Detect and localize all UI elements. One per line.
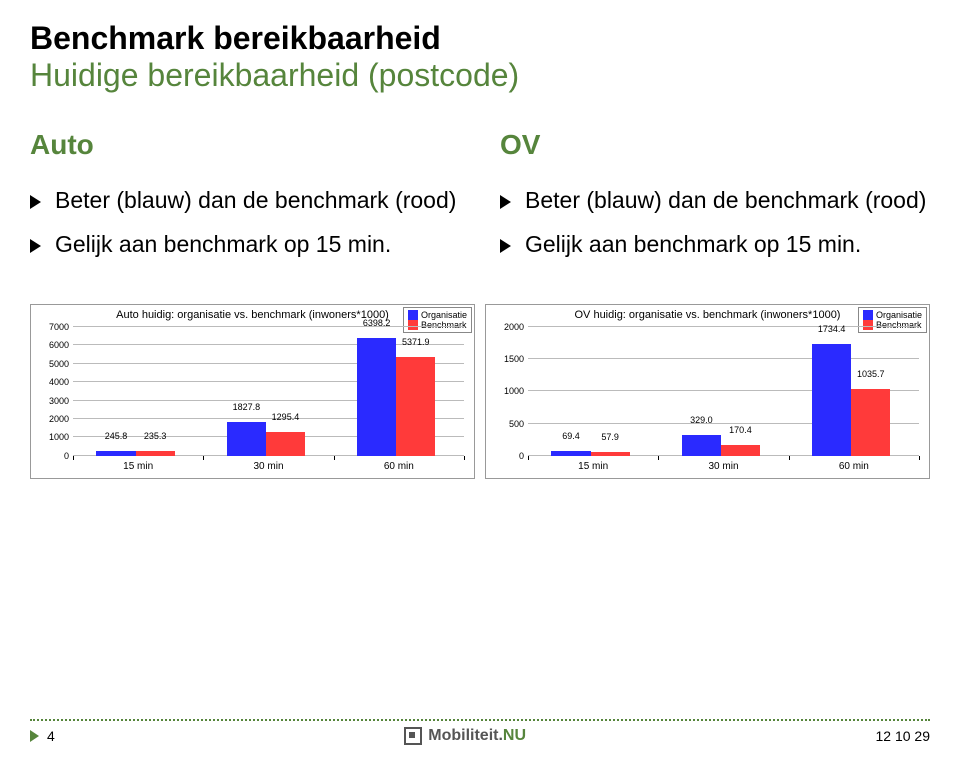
charts-row: Auto huidig: organisatie vs. benchmark (… bbox=[30, 304, 930, 479]
chart-auto: Auto huidig: organisatie vs. benchmark (… bbox=[30, 304, 475, 479]
bar-value-label: 1035.7 bbox=[857, 369, 885, 379]
bar-organisatie bbox=[682, 435, 721, 456]
legend-swatch bbox=[408, 310, 418, 320]
bar-organisatie bbox=[812, 344, 851, 456]
x-axis-label: 60 min bbox=[384, 461, 414, 472]
x-tick-mark bbox=[464, 456, 465, 460]
logo-text-1: Mobiliteit. bbox=[428, 727, 503, 744]
footer: 4 Mobiliteit.NU 12 10 29 bbox=[30, 719, 930, 745]
bar-benchmark bbox=[136, 451, 175, 455]
y-axis-label: 500 bbox=[490, 419, 528, 429]
plot-area: 0100020003000400050006000700015 min245.8… bbox=[73, 327, 464, 456]
y-axis-label: 6000 bbox=[35, 340, 73, 350]
legend-item: Organisatie bbox=[863, 310, 922, 320]
x-tick-mark bbox=[203, 456, 204, 460]
bullet-text: Beter (blauw) dan de benchmark (rood) bbox=[525, 186, 926, 216]
column-auto: Auto Beter (blauw) dan de benchmark (roo… bbox=[30, 129, 460, 274]
bar-value-label: 1295.4 bbox=[272, 412, 300, 422]
logo-text-2: NU bbox=[503, 727, 526, 744]
bar-value-label: 6398.2 bbox=[363, 318, 391, 328]
title-line-1: Benchmark bereikbaarheid bbox=[30, 20, 930, 57]
bar-benchmark bbox=[266, 432, 305, 456]
y-axis-label: 1000 bbox=[35, 432, 73, 442]
x-axis-label: 15 min bbox=[578, 461, 608, 472]
plot-area: 050010001500200015 min69.457.930 min329.… bbox=[528, 327, 919, 456]
bullet-arrow-icon bbox=[500, 239, 511, 253]
x-axis-label: 30 min bbox=[708, 461, 738, 472]
y-axis-label: 2000 bbox=[490, 322, 528, 332]
footer-logo: Mobiliteit.NU bbox=[404, 727, 526, 745]
gridline: 7000 bbox=[73, 326, 464, 327]
y-axis-label: 7000 bbox=[35, 322, 73, 332]
bar-value-label: 69.4 bbox=[562, 431, 580, 441]
bar-value-label: 329.0 bbox=[690, 415, 713, 425]
y-axis-label: 3000 bbox=[35, 396, 73, 406]
auto-heading: Auto bbox=[30, 129, 460, 161]
chart-ov: OV huidig: organisatie vs. benchmark (in… bbox=[485, 304, 930, 479]
y-axis-label: 5000 bbox=[35, 359, 73, 369]
bar-value-label: 5371.9 bbox=[402, 337, 430, 347]
x-tick-mark bbox=[334, 456, 335, 460]
y-axis-label: 0 bbox=[35, 451, 73, 461]
y-axis-label: 1500 bbox=[490, 354, 528, 364]
bullet-text: Gelijk aan benchmark op 15 min. bbox=[55, 230, 391, 260]
footer-page: 4 bbox=[30, 728, 55, 744]
gridline: 2000 bbox=[528, 326, 919, 327]
bar-value-label: 1734.4 bbox=[818, 324, 846, 334]
bar-organisatie bbox=[96, 451, 135, 456]
bar-organisatie bbox=[357, 338, 396, 456]
bullet-arrow-icon bbox=[500, 195, 511, 209]
bar-benchmark bbox=[396, 357, 435, 456]
columns-container: Auto Beter (blauw) dan de benchmark (roo… bbox=[30, 129, 930, 274]
y-axis-label: 4000 bbox=[35, 377, 73, 387]
bar-value-label: 235.3 bbox=[144, 431, 167, 441]
bar-value-label: 170.4 bbox=[729, 425, 752, 435]
bullet-arrow-icon bbox=[30, 195, 41, 209]
bullet-arrow-icon bbox=[30, 239, 41, 253]
footer-date: 12 10 29 bbox=[876, 728, 931, 744]
bar-value-label: 1827.8 bbox=[233, 402, 261, 412]
legend-label: Organisatie bbox=[876, 310, 922, 320]
y-axis-label: 1000 bbox=[490, 386, 528, 396]
x-tick-mark bbox=[919, 456, 920, 460]
x-axis-label: 30 min bbox=[253, 461, 283, 472]
column-ov: OV Beter (blauw) dan de benchmark (rood)… bbox=[500, 129, 930, 274]
ov-heading: OV bbox=[500, 129, 930, 161]
x-axis-label: 60 min bbox=[839, 461, 869, 472]
page-number: 4 bbox=[47, 728, 55, 744]
footer-divider bbox=[30, 719, 930, 721]
x-tick-mark bbox=[658, 456, 659, 460]
title-line-2: Huidige bereikbaarheid (postcode) bbox=[30, 57, 930, 94]
gridline: 1500 bbox=[528, 358, 919, 359]
auto-bullet: Gelijk aan benchmark op 15 min. bbox=[30, 230, 460, 260]
bar-value-label: 245.8 bbox=[105, 431, 128, 441]
bar-benchmark bbox=[591, 452, 630, 456]
bar-benchmark bbox=[721, 445, 760, 456]
bar-organisatie bbox=[227, 422, 266, 456]
y-axis-label: 2000 bbox=[35, 414, 73, 424]
auto-bullet: Beter (blauw) dan de benchmark (rood) bbox=[30, 186, 460, 216]
legend-swatch bbox=[863, 310, 873, 320]
x-tick-mark bbox=[73, 456, 74, 460]
ov-bullet: Gelijk aan benchmark op 15 min. bbox=[500, 230, 930, 260]
x-tick-mark bbox=[528, 456, 529, 460]
bar-benchmark bbox=[851, 389, 890, 456]
y-axis-label: 0 bbox=[490, 451, 528, 461]
x-axis-label: 15 min bbox=[123, 461, 153, 472]
footer-arrow-icon bbox=[30, 730, 39, 742]
x-tick-mark bbox=[789, 456, 790, 460]
ov-bullet: Beter (blauw) dan de benchmark (rood) bbox=[500, 186, 930, 216]
legend-label: Organisatie bbox=[421, 310, 467, 320]
logo-icon bbox=[404, 727, 422, 745]
bullet-text: Beter (blauw) dan de benchmark (rood) bbox=[55, 186, 456, 216]
bar-value-label: 57.9 bbox=[601, 432, 619, 442]
bullet-text: Gelijk aan benchmark op 15 min. bbox=[525, 230, 861, 260]
legend-item: Organisatie bbox=[408, 310, 467, 320]
bar-organisatie bbox=[551, 451, 590, 455]
